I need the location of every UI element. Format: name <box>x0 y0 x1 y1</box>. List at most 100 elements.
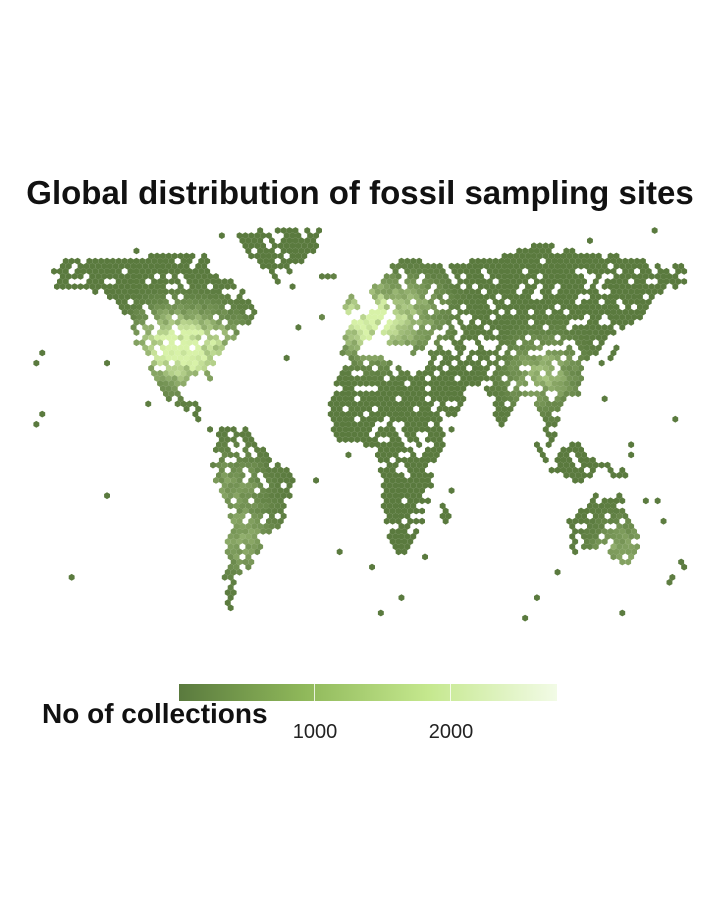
hex-cell <box>575 308 582 316</box>
hex-cell <box>330 405 337 413</box>
hex-cell <box>171 293 178 301</box>
hex-cell <box>584 517 590 525</box>
hex-cell <box>189 313 196 321</box>
hex-cell <box>545 441 552 449</box>
hex-cell <box>274 471 281 479</box>
hex-cell <box>251 522 258 530</box>
hex-cell <box>433 267 440 275</box>
hex-cell <box>254 528 261 535</box>
hex-cell <box>510 288 517 296</box>
hex-cell <box>407 375 414 382</box>
hex-cell <box>466 273 473 280</box>
hex-cell <box>454 303 461 311</box>
hex-cell <box>366 354 372 362</box>
hex-cell <box>575 278 582 285</box>
hex-cell <box>478 293 484 301</box>
hex-cell <box>245 502 252 510</box>
hex-cell <box>260 497 266 505</box>
hex-cell <box>419 477 425 484</box>
hex-cell <box>407 466 414 474</box>
hex-cell <box>578 466 584 474</box>
hex-cell <box>89 262 96 270</box>
hex-cell <box>257 512 264 520</box>
hex-cell <box>59 273 66 280</box>
hex-cell <box>625 528 632 535</box>
hex-cell <box>392 431 399 438</box>
hex-cell <box>448 395 455 403</box>
hex-cell <box>442 507 449 515</box>
hex-cell <box>239 502 246 510</box>
hex-cell <box>619 507 626 515</box>
hex-cell <box>501 303 508 311</box>
hex-cell <box>148 334 155 341</box>
hex-cell <box>460 395 467 403</box>
hex-cell <box>548 385 555 392</box>
hex-cell <box>637 262 643 270</box>
hex-cell <box>536 364 543 372</box>
hex-cell <box>271 242 278 250</box>
hex-cell <box>77 283 84 290</box>
hex-cell <box>363 369 370 377</box>
hex-cell <box>183 252 190 260</box>
hex-cell <box>339 380 346 387</box>
hex-cell <box>142 324 149 331</box>
hex-cell <box>545 420 552 428</box>
hex-cell <box>101 283 107 290</box>
hex-cell <box>107 262 113 270</box>
hex-cell <box>563 278 570 285</box>
hex-cell <box>127 257 134 265</box>
hex-cell <box>607 293 614 301</box>
hex-cell <box>269 522 275 530</box>
hex-cell <box>269 257 275 265</box>
hex-cell <box>386 359 393 367</box>
hex-cell <box>513 375 520 382</box>
hex-cell <box>171 303 178 311</box>
hex-cell <box>436 436 443 443</box>
hex-cell <box>357 359 364 367</box>
hex-cell <box>663 267 670 275</box>
hex-cell <box>557 451 564 459</box>
hex-cell <box>645 267 652 275</box>
hex-cell <box>460 364 467 372</box>
hex-cell <box>430 385 437 392</box>
hex-cell <box>389 497 396 505</box>
hex-cell <box>478 303 484 311</box>
hex-cell <box>157 329 163 336</box>
hex-cell <box>534 400 540 408</box>
hex-cell <box>545 369 552 377</box>
hex-cell <box>422 390 428 398</box>
hex-cell <box>422 308 428 316</box>
hex-cell <box>433 390 440 398</box>
hex-cell <box>398 318 405 326</box>
hex-cell <box>498 380 505 387</box>
hex-cell <box>554 375 561 382</box>
hex-cell <box>439 298 446 306</box>
hex-cell <box>354 405 361 413</box>
hex-cell <box>419 324 425 331</box>
hex-cell <box>395 334 402 341</box>
hex-cell <box>245 431 252 438</box>
hex-cell <box>139 318 146 326</box>
hex-cell <box>560 456 567 464</box>
hex-cell <box>592 543 599 551</box>
hex-cell <box>392 461 399 469</box>
hex-cell <box>413 517 420 525</box>
hex-cell <box>383 487 390 494</box>
hex-cell <box>165 262 172 270</box>
hex-cell <box>410 339 417 347</box>
hex-cell <box>383 273 390 280</box>
hex-cell <box>619 609 626 617</box>
hex-cell <box>481 257 487 265</box>
hex-cell <box>466 262 473 270</box>
hex-cell <box>133 329 140 336</box>
hex-cell <box>186 349 193 357</box>
hex-cell <box>280 237 287 245</box>
hex-cell <box>375 390 381 398</box>
hex-cell <box>336 548 343 556</box>
hex-cell <box>401 487 408 494</box>
hex-cell <box>339 420 346 428</box>
hex-cell <box>604 329 611 336</box>
hex-cell <box>195 364 202 372</box>
hex-cell <box>610 298 617 306</box>
hex-cell <box>645 288 652 296</box>
